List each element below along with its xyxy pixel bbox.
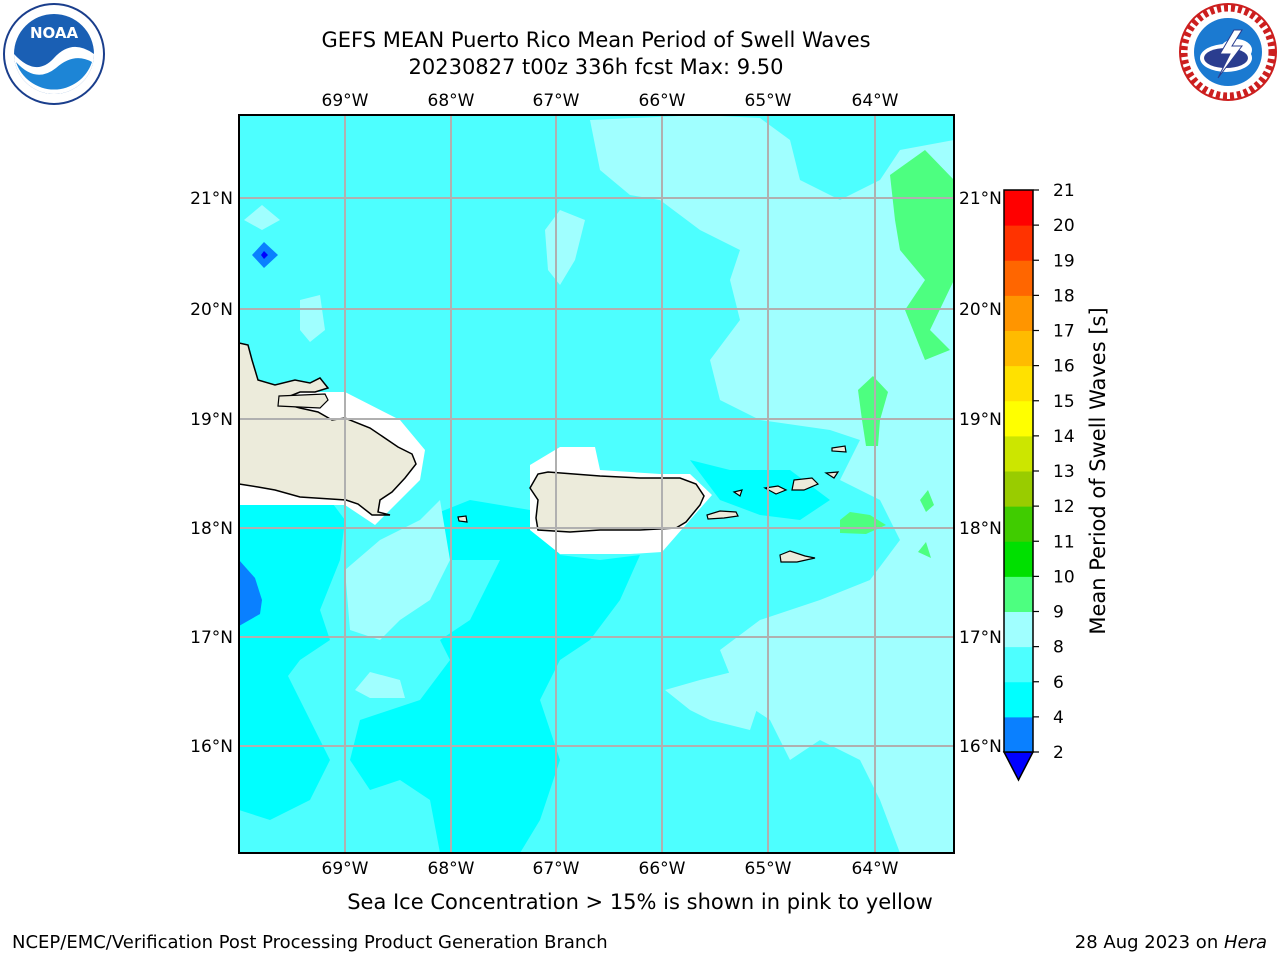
footer-host: Hera <box>1223 932 1267 953</box>
footer-date-text: 28 Aug 2023 on <box>1074 932 1224 953</box>
colorbar-segment <box>1004 295 1033 331</box>
colorbar-tick-label: 13 <box>1053 462 1075 482</box>
swell-contour-8-9 <box>345 500 450 640</box>
colorbar-segment <box>1004 576 1033 612</box>
swell-contour-8-9 <box>665 670 760 730</box>
island-land <box>831 445 847 453</box>
map-frame <box>238 114 955 854</box>
lat-tick-label-right: 20°N <box>959 300 1002 320</box>
lat-tick-label-right: 18°N <box>959 519 1002 539</box>
swell-contour-8-9 <box>300 295 325 342</box>
lon-tick-label-top: 66°W <box>639 91 686 111</box>
lat-tick-label-left: 19°N <box>190 410 233 430</box>
lon-tick-label-bottom: 66°W <box>639 859 686 879</box>
colorbar-segment <box>1004 330 1033 367</box>
swell-contour-8-9 <box>355 672 405 698</box>
lat-tick-label-left: 17°N <box>190 628 233 648</box>
lon-tick-label-top: 69°W <box>322 91 369 111</box>
colorbar-tick-label: 20 <box>1053 216 1075 236</box>
swell-contour-4-6 <box>690 460 830 520</box>
lat-tick-label-right: 17°N <box>959 628 1002 648</box>
swell-contour-2-4 <box>261 251 268 259</box>
swell-contour-4-6 <box>350 500 640 853</box>
colorbar-tick-label: 4 <box>1053 708 1064 728</box>
colorbar-tick-label: 15 <box>1053 392 1075 412</box>
island-land <box>791 477 820 491</box>
lon-tick-label-bottom: 67°W <box>533 859 580 879</box>
nws-logo-icon <box>1179 3 1277 101</box>
island-land <box>763 485 788 495</box>
colorbar-segment <box>1004 400 1033 437</box>
colorbar-tick-label: 19 <box>1053 251 1075 271</box>
colorbar-tick-label: 18 <box>1053 286 1075 306</box>
lat-tick-label-left: 20°N <box>190 300 233 320</box>
island-land <box>779 550 816 563</box>
colorbar-segment <box>1004 260 1033 296</box>
colorbar-tick-label: 16 <box>1053 357 1075 377</box>
colorbar-segment <box>1004 646 1033 683</box>
colorbar: 2 4 6 8 9 10 11 12 13 14 15 16 17 18 19 20 21 <box>1002 181 1075 782</box>
colorbar-segment <box>1004 435 1033 472</box>
noaa-logo-text: NOAA <box>30 24 79 42</box>
lon-tick-label-top: 68°W <box>428 91 475 111</box>
lat-tick-label-right: 21°N <box>959 189 1002 209</box>
swell-contour-9-10 <box>918 542 931 558</box>
colorbar-tick-label: 11 <box>1053 532 1075 552</box>
lon-tick-label-bottom: 65°W <box>745 859 792 879</box>
colorbar-segment <box>1004 541 1033 577</box>
lat-tick-label-right: 19°N <box>959 410 1002 430</box>
footer-credit: NCEP/EMC/Verification Post Processing Pr… <box>12 932 608 953</box>
colorbar-segment <box>1004 506 1033 542</box>
colorbar-tick-label: 21 <box>1053 181 1075 201</box>
colorbar-tick-label: 9 <box>1053 603 1064 623</box>
noaa-logo-icon: NOAA <box>3 3 105 105</box>
swell-contour-9-10 <box>858 376 888 446</box>
swell-contour-9-10 <box>920 490 934 512</box>
swell-contour-8-9 <box>590 115 954 853</box>
lat-tick-label-left: 16°N <box>190 737 233 757</box>
map-subtitle: 20230827 t00z 336h fcst Max: 9.50 <box>408 55 784 79</box>
colorbar-segment <box>1004 365 1033 402</box>
hispaniola-land <box>239 342 417 516</box>
lon-tick-label-bottom: 64°W <box>852 859 899 879</box>
island-land <box>706 510 739 520</box>
map-title: GEFS MEAN Puerto Rico Mean Period of Swe… <box>321 28 871 52</box>
colorbar-segment <box>1004 225 1033 261</box>
swell-contour-9-10 <box>890 150 954 360</box>
colorbar-tick-label: 14 <box>1053 427 1075 447</box>
lon-tick-label-top: 65°W <box>745 91 792 111</box>
lat-tick-label-left: 18°N <box>190 519 233 539</box>
colorbar-tick-label: 8 <box>1053 638 1064 658</box>
swell-contour-8-9 <box>244 205 280 230</box>
swell-contour-2-4 <box>239 560 262 626</box>
island-land <box>824 471 840 479</box>
colorbar-tick-label: 10 <box>1053 567 1075 587</box>
colorbar-extend-triangle <box>1002 751 1035 782</box>
sea-ice-note: Sea Ice Concentration > 15% is shown in … <box>347 890 933 914</box>
colorbar-tick-label: 6 <box>1053 673 1064 693</box>
colorbar-tick-label: 12 <box>1053 497 1075 517</box>
lon-tick-label-top: 64°W <box>852 91 899 111</box>
footer-date: 28 Aug 2023 on Hera <box>1075 932 1267 953</box>
colorbar-tick-label: 2 <box>1053 743 1064 763</box>
colorbar-segment <box>1004 611 1033 648</box>
island-land <box>457 515 468 523</box>
island-land <box>277 393 329 409</box>
swell-contour-4-6 <box>239 640 330 820</box>
lon-tick-label-bottom: 68°W <box>428 859 475 879</box>
map-field <box>239 115 954 853</box>
graticule <box>239 115 954 853</box>
lat-tick-label-left: 21°N <box>190 189 233 209</box>
colorbar-segment <box>1004 716 1033 753</box>
lat-tick-label-right: 16°N <box>959 737 1002 757</box>
colorbar-segment <box>1004 471 1033 507</box>
colorbar-tick-label: 17 <box>1053 322 1075 342</box>
lon-tick-label-bottom: 69°W <box>322 859 369 879</box>
colorbar-title: Mean Period of Swell Waves [s] <box>1086 307 1110 635</box>
colorbar-segment <box>1004 190 1033 226</box>
island-land <box>732 489 743 497</box>
lon-tick-label-top: 67°W <box>533 91 580 111</box>
colorbar-segment <box>1004 681 1033 718</box>
